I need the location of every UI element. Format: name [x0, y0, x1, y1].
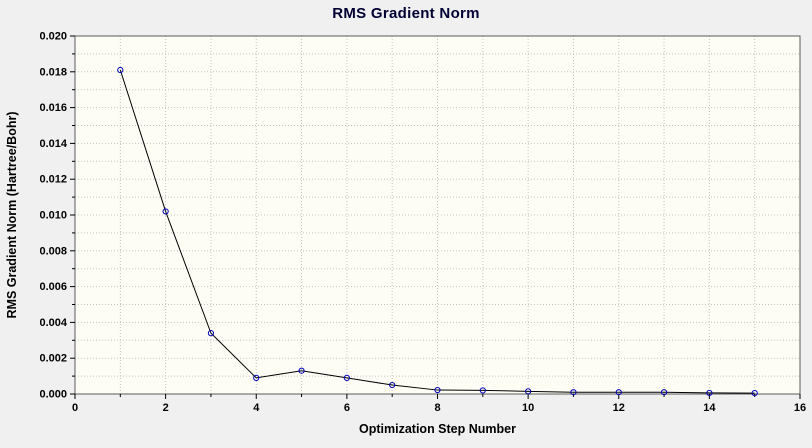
- y-tick-label: 0.008: [39, 245, 67, 257]
- y-tick-label: 0.004: [39, 317, 67, 329]
- x-tick-label: 8: [434, 402, 440, 414]
- y-tick-label: 0.016: [39, 102, 67, 114]
- data-point: [706, 389, 713, 397]
- data-point: [615, 389, 622, 396]
- y-tick-label: 0.010: [39, 210, 67, 222]
- y-tick-label: 0.020: [39, 31, 67, 43]
- x-tick-label: 2: [163, 402, 169, 414]
- data-point: [207, 330, 215, 337]
- data-point: [751, 390, 758, 397]
- y-tick-label: 0.018: [39, 66, 67, 78]
- data-point: [570, 389, 577, 396]
- data-point: [660, 389, 668, 396]
- x-tick-label: 4: [253, 402, 260, 414]
- x-axis-label: Optimization Step Number: [359, 422, 516, 436]
- x-tick-label: 6: [344, 402, 350, 414]
- y-tick-label: 0.002: [39, 353, 67, 365]
- y-tick-label: 0.006: [39, 281, 67, 293]
- x-tick-label: 16: [794, 402, 806, 414]
- data-point: [389, 381, 396, 389]
- x-tick-label: 10: [522, 402, 534, 414]
- x-tick-label: 12: [613, 402, 625, 414]
- data-point: [298, 367, 305, 374]
- y-tick-label: 0.014: [39, 138, 67, 150]
- chart-title: RMS Gradient Norm: [332, 5, 480, 22]
- data-point: [434, 386, 441, 394]
- data-line: [119, 69, 755, 394]
- data-point: [525, 388, 532, 395]
- data-point: [117, 66, 124, 74]
- y-tick-label: 0.012: [39, 174, 67, 186]
- y-tick-label: 0.000: [39, 389, 67, 401]
- data-point: [253, 374, 260, 381]
- x-tick-label: 0: [72, 402, 78, 414]
- data-point: [343, 374, 350, 381]
- data-point: [479, 387, 486, 394]
- y-axis-label: RMS Gradient Norm (Hartree/Bohr): [5, 112, 19, 319]
- x-tick-label: 14: [703, 402, 716, 414]
- data-point: [162, 208, 169, 215]
